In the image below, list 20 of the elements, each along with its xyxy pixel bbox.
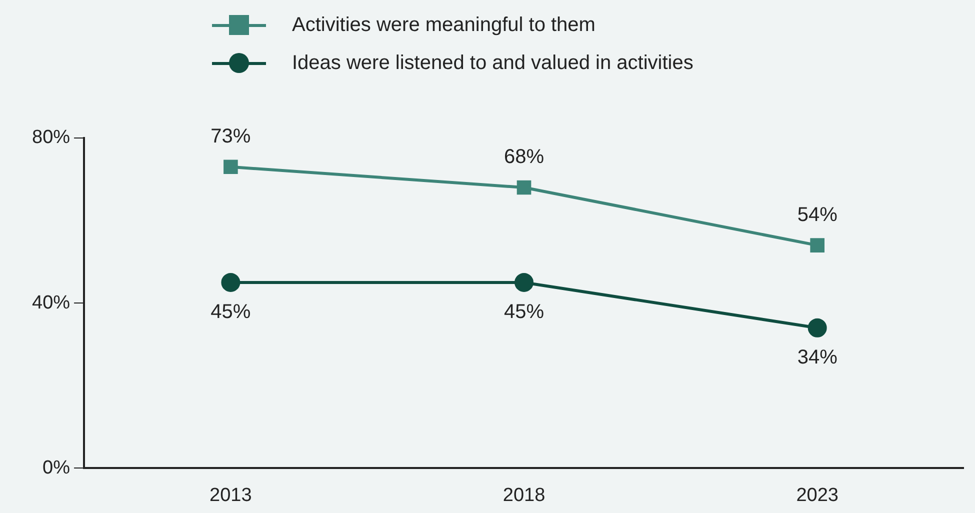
text: 45% [210,300,251,323]
text: 45% [504,300,544,323]
x-tick-label: 2023 [796,484,838,506]
point [808,318,827,338]
text: 54% [797,204,838,226]
x-tick-label: 2018 [502,484,546,506]
text: 34% [797,346,838,368]
text: 73% [210,125,251,148]
point [221,272,240,292]
legend-label: Activities were meaningful to them [292,14,596,36]
point [810,238,824,252]
x-tick-label: 2013 [210,484,252,506]
y-tick-label: 0% [42,457,70,478]
legend-label: Ideas were listened to and valued in activities [292,52,694,74]
point [224,160,238,174]
y-tick-label: 80% [32,127,70,148]
y-tick-label: 40% [32,292,70,314]
point [516,180,532,195]
text: 68% [504,146,544,168]
point [514,272,534,292]
